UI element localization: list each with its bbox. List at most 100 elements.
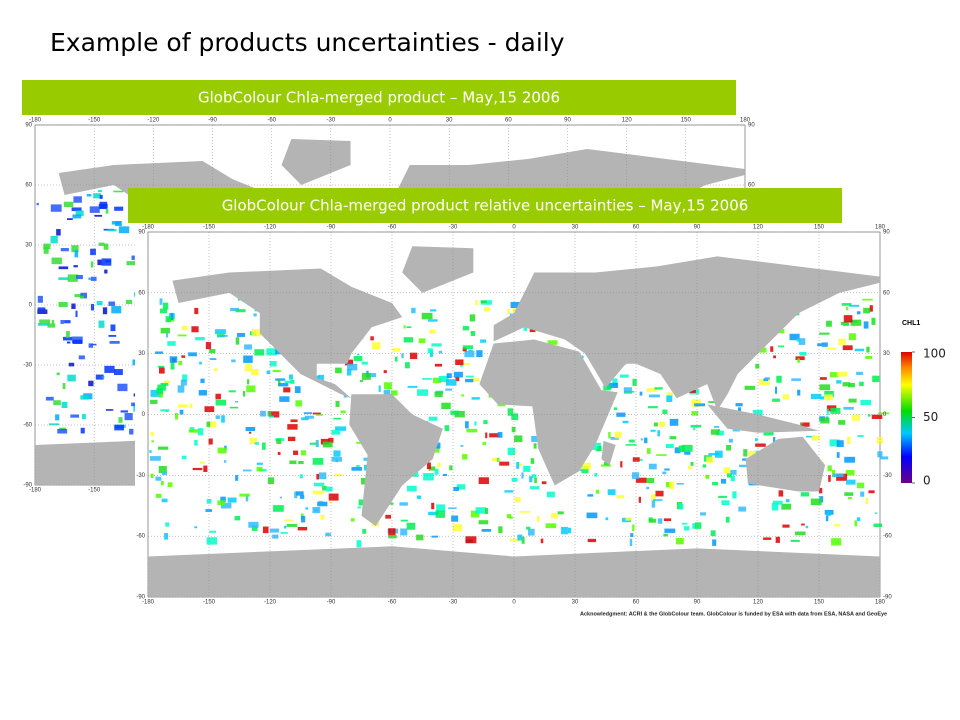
data-patch	[89, 206, 100, 213]
data-patch	[452, 524, 462, 532]
data-patch	[301, 515, 306, 523]
data-patch	[370, 336, 374, 341]
data-patch	[298, 460, 304, 465]
data-patch	[297, 526, 308, 531]
data-patch	[431, 343, 442, 347]
data-patch	[865, 355, 873, 359]
data-patch	[798, 338, 806, 345]
lat-label: -90	[136, 595, 145, 601]
data-patch	[217, 447, 227, 454]
data-patch	[753, 409, 763, 417]
lon-label: 90	[694, 600, 701, 606]
data-patch	[481, 529, 492, 532]
data-patch	[312, 506, 321, 514]
data-patch	[732, 491, 737, 499]
data-patch	[485, 432, 488, 439]
data-patch	[227, 497, 237, 503]
data-patch	[67, 274, 78, 282]
data-patch	[644, 437, 648, 444]
data-patch	[640, 438, 643, 441]
lon-label: -120	[147, 118, 160, 124]
data-patch	[276, 438, 282, 444]
data-patch	[810, 393, 822, 400]
land	[402, 246, 474, 293]
data-patch	[755, 438, 758, 442]
lat-label: 0	[883, 412, 887, 418]
data-patch	[58, 301, 68, 308]
data-patch	[789, 333, 800, 341]
data-patch	[272, 534, 279, 539]
data-patch	[47, 323, 56, 328]
data-patch	[217, 500, 225, 505]
data-patch	[600, 464, 611, 467]
lon-label: -180	[142, 225, 155, 231]
data-patch	[63, 201, 74, 208]
data-patch	[110, 324, 116, 332]
data-patch	[131, 402, 138, 407]
data-patch	[684, 526, 690, 531]
data-patch	[165, 316, 172, 323]
data-patch	[444, 425, 450, 431]
data-patch	[446, 373, 452, 379]
data-patch	[529, 329, 536, 333]
data-patch	[608, 431, 611, 439]
data-patch	[657, 518, 663, 524]
data-patch	[50, 204, 62, 212]
data-patch	[775, 386, 778, 394]
data-patch	[347, 363, 358, 371]
data-patch	[639, 391, 643, 396]
lon-label: -180	[142, 600, 155, 606]
data-patch	[199, 361, 202, 365]
data-patch	[507, 309, 510, 315]
data-patch	[356, 441, 364, 444]
lon-label: 30	[572, 600, 579, 606]
data-patch	[101, 258, 112, 266]
data-patch	[681, 444, 693, 452]
data-patch	[37, 307, 46, 311]
data-patch	[758, 347, 767, 353]
data-patch	[109, 340, 120, 344]
data-patch	[616, 495, 625, 499]
data-patch	[469, 314, 476, 322]
data-patch	[74, 250, 79, 258]
data-patch	[639, 458, 643, 461]
data-patch	[283, 387, 291, 393]
data-patch	[160, 382, 169, 386]
data-patch	[309, 442, 317, 445]
lon-label: -60	[388, 225, 397, 231]
banner-bg	[22, 80, 736, 115]
data-patch	[289, 374, 293, 380]
data-patch	[871, 317, 876, 325]
data-patch	[772, 398, 780, 402]
data-patch	[491, 457, 498, 462]
data-patch	[625, 517, 632, 521]
data-patch	[514, 497, 521, 503]
data-patch	[90, 276, 97, 281]
data-patch	[55, 414, 60, 421]
data-patch	[58, 266, 69, 270]
data-patch	[56, 372, 60, 376]
data-patch	[328, 501, 333, 504]
data-patch	[829, 372, 839, 378]
data-patch	[805, 525, 809, 529]
data-patch	[655, 490, 664, 497]
data-patch	[111, 306, 122, 314]
data-patch	[269, 528, 280, 533]
data-patch	[772, 500, 783, 505]
data-patch	[335, 473, 342, 477]
data-patch	[857, 434, 864, 437]
data-patch	[167, 341, 176, 346]
data-patch	[174, 412, 178, 420]
lon-label: -30	[449, 600, 458, 606]
data-patch	[475, 300, 478, 306]
data-patch	[805, 435, 815, 438]
data-patch	[273, 505, 284, 512]
data-patch	[714, 425, 720, 428]
lat-label: -30	[883, 473, 892, 479]
data-patch	[842, 324, 850, 326]
data-patch	[242, 391, 246, 397]
data-patch	[159, 367, 165, 374]
data-patch	[39, 319, 51, 324]
data-patch	[388, 534, 397, 539]
lat-label: -60	[23, 423, 32, 429]
